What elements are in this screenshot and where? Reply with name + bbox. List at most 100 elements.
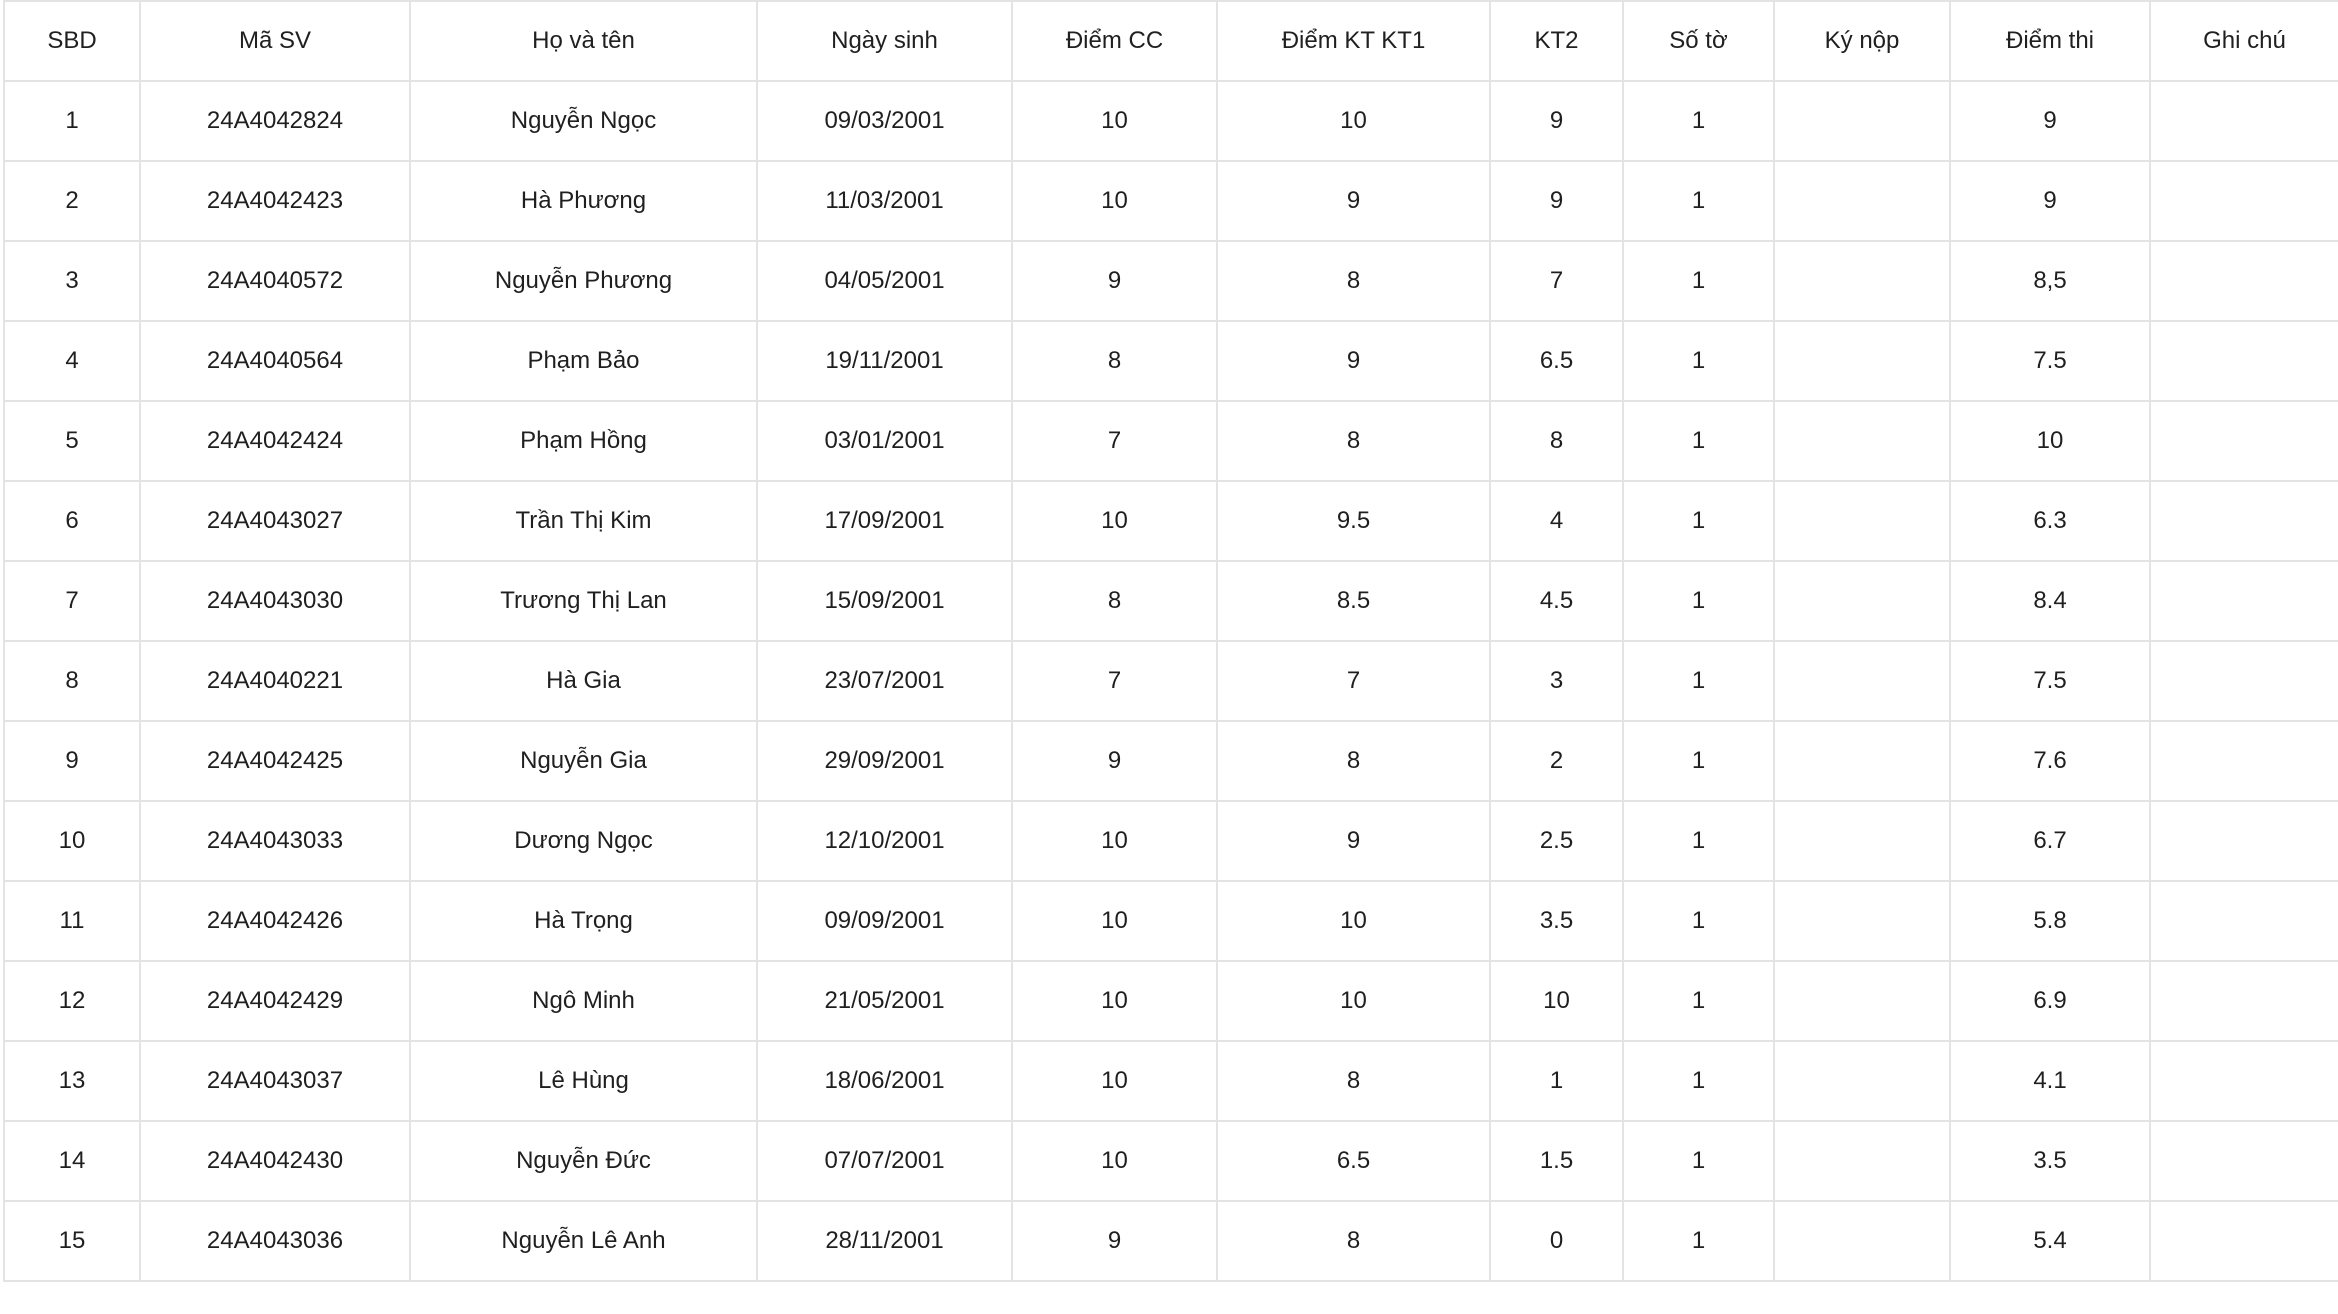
test1-score-cell: 9: [1216, 800, 1491, 882]
attendance-score-cell: 9: [1011, 240, 1218, 322]
sheet-count-cell: 1: [1622, 400, 1775, 482]
test2-score-cell: 9: [1489, 160, 1624, 242]
notes-cell: [2149, 400, 2338, 482]
test1-score-cell: 8: [1216, 1200, 1491, 1282]
sbd-cell: 6: [3, 480, 141, 562]
full-name-cell: Lê Hùng: [409, 1040, 758, 1122]
notes-cell: [2149, 480, 2338, 562]
sheet-count-cell: 1: [1622, 880, 1775, 962]
test2-score-cell: 0: [1489, 1200, 1624, 1282]
test1-score-cell: 7: [1216, 640, 1491, 722]
table-row: 6 24A4043027 Trần Thị Kim 17/09/2001 10 9.5 4 1…: [3, 480, 2338, 562]
sbd-cell: 7: [3, 560, 141, 642]
test1-score-cell: 8: [1216, 720, 1491, 802]
sbd-cell: 11: [3, 880, 141, 962]
signature-cell: [1773, 320, 1951, 402]
full-name-cell: Hà Trọng: [409, 880, 758, 962]
notes-cell: [2149, 1040, 2338, 1122]
sheet-count-cell: 1: [1622, 560, 1775, 642]
full-name-cell: Dương Ngọc: [409, 800, 758, 882]
attendance-score-cell: 10: [1011, 960, 1218, 1042]
sbd-cell: 10: [3, 800, 141, 882]
attendance-score-cell: 10: [1011, 880, 1218, 962]
student-id-cell: 24A4043033: [139, 800, 411, 882]
student-id-cell: 24A4040564: [139, 320, 411, 402]
table-row: 7 24A4043030 Trương Thị Lan 15/09/2001 8 8.5 4…: [3, 560, 2338, 642]
signature-cell: [1773, 1120, 1951, 1202]
student-id-cell: 24A4043030: [139, 560, 411, 642]
student-id-cell: 24A4042425: [139, 720, 411, 802]
sheet-count-cell: 1: [1622, 1120, 1775, 1202]
exam-score-cell: 8.4: [1949, 560, 2151, 642]
table-body: 1 24A4042824 Nguyễn Ngọc 09/03/2001 10 10 9 1 9 2…: [3, 80, 2338, 1282]
student-id-cell: 24A4040572: [139, 240, 411, 322]
exam-score-cell: 6.7: [1949, 800, 2151, 882]
header-test2-score: KT2: [1489, 0, 1624, 82]
student-id-cell: 24A4042424: [139, 400, 411, 482]
notes-cell: [2149, 160, 2338, 242]
exam-score-cell: 3.5: [1949, 1120, 2151, 1202]
header-full-name: Họ và tên: [409, 0, 758, 82]
test1-score-cell: 8.5: [1216, 560, 1491, 642]
sheet-count-cell: 1: [1622, 800, 1775, 882]
header-signature: Ký nộp: [1773, 0, 1951, 82]
signature-cell: [1773, 1200, 1951, 1282]
signature-cell: [1773, 160, 1951, 242]
birth-date-cell: 18/06/2001: [756, 1040, 1013, 1122]
birth-date-cell: 07/07/2001: [756, 1120, 1013, 1202]
notes-cell: [2149, 880, 2338, 962]
table-row: 1 24A4042824 Nguyễn Ngọc 09/03/2001 10 10 9 1 9: [3, 80, 2338, 162]
test1-score-cell: 9: [1216, 160, 1491, 242]
test1-score-cell: 10: [1216, 80, 1491, 162]
exam-score-cell: 8,5: [1949, 240, 2151, 322]
header-birth-date: Ngày sinh: [756, 0, 1013, 82]
test1-score-cell: 10: [1216, 880, 1491, 962]
table-row: 5 24A4042424 Phạm Hồng 03/01/2001 7 8 8 1 10: [3, 400, 2338, 482]
test1-score-cell: 10: [1216, 960, 1491, 1042]
sheet-count-cell: 1: [1622, 160, 1775, 242]
signature-cell: [1773, 720, 1951, 802]
test2-score-cell: 1.5: [1489, 1120, 1624, 1202]
test1-score-cell: 9: [1216, 320, 1491, 402]
birth-date-cell: 04/05/2001: [756, 240, 1013, 322]
test2-score-cell: 3.5: [1489, 880, 1624, 962]
attendance-score-cell: 10: [1011, 1120, 1218, 1202]
exam-score-cell: 5.4: [1949, 1200, 2151, 1282]
full-name-cell: Phạm Hồng: [409, 400, 758, 482]
sheet-count-cell: 1: [1622, 1200, 1775, 1282]
sbd-cell: 14: [3, 1120, 141, 1202]
test2-score-cell: 6.5: [1489, 320, 1624, 402]
birth-date-cell: 23/07/2001: [756, 640, 1013, 722]
notes-cell: [2149, 960, 2338, 1042]
table-row: 3 24A4040572 Nguyễn Phương 04/05/2001 9 8 7 1 8,…: [3, 240, 2338, 322]
student-id-cell: 24A4043036: [139, 1200, 411, 1282]
notes-cell: [2149, 560, 2338, 642]
test2-score-cell: 9: [1489, 80, 1624, 162]
grade-sheet: SBD Mã SV Họ và tên Ngày sinh Điểm CC Đi…: [3, 0, 2338, 1282]
sheet-count-cell: 1: [1622, 1040, 1775, 1122]
signature-cell: [1773, 400, 1951, 482]
sbd-cell: 5: [3, 400, 141, 482]
test2-score-cell: 10: [1489, 960, 1624, 1042]
test1-score-cell: 8: [1216, 240, 1491, 322]
sheet-count-cell: 1: [1622, 960, 1775, 1042]
birth-date-cell: 28/11/2001: [756, 1200, 1013, 1282]
test1-score-cell: 8: [1216, 1040, 1491, 1122]
header-attendance-score: Điểm CC: [1011, 0, 1218, 82]
test2-score-cell: 4: [1489, 480, 1624, 562]
birth-date-cell: 19/11/2001: [756, 320, 1013, 402]
attendance-score-cell: 7: [1011, 400, 1218, 482]
test1-score-cell: 6.5: [1216, 1120, 1491, 1202]
test2-score-cell: 2: [1489, 720, 1624, 802]
full-name-cell: Nguyễn Ngọc: [409, 80, 758, 162]
birth-date-cell: 12/10/2001: [756, 800, 1013, 882]
sbd-cell: 13: [3, 1040, 141, 1122]
attendance-score-cell: 7: [1011, 640, 1218, 722]
sheet-count-cell: 1: [1622, 720, 1775, 802]
table-row: 14 24A4042430 Nguyễn Đức 07/07/2001 10 6.5 1.5…: [3, 1120, 2338, 1202]
attendance-score-cell: 8: [1011, 560, 1218, 642]
signature-cell: [1773, 1040, 1951, 1122]
table-row: 13 24A4043037 Lê Hùng 18/06/2001 10 8 1 1 4.1: [3, 1040, 2338, 1122]
exam-score-cell: 10: [1949, 400, 2151, 482]
sheet-count-cell: 1: [1622, 640, 1775, 722]
